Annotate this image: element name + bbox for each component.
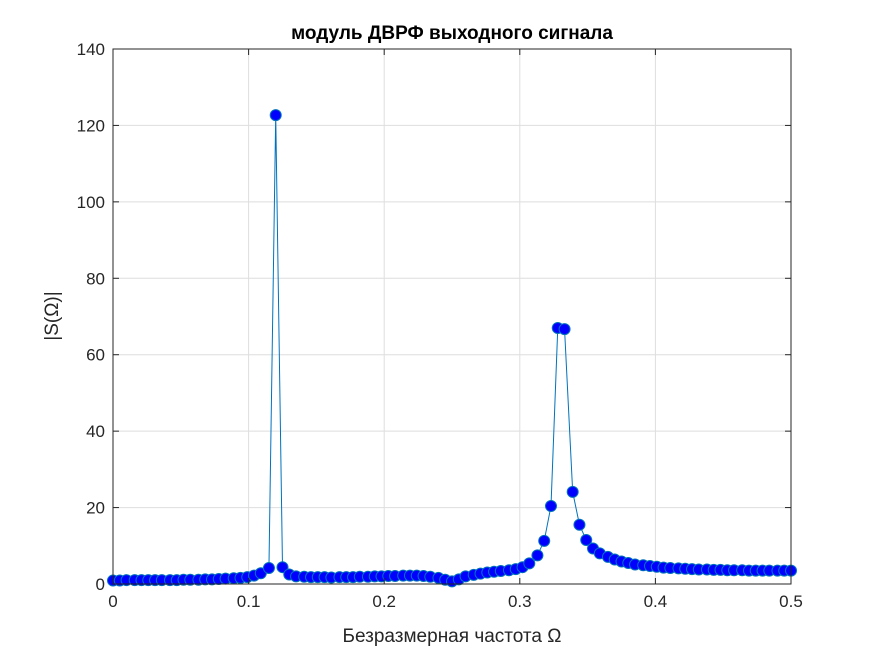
chart-title: модуль ДВРФ выходного сигнала — [291, 23, 613, 44]
data-point — [523, 557, 536, 570]
ticks: 0 0.1 0.2 0.3 0.4 0.5 0 20 40 60 80 100 120 140 — [77, 40, 803, 611]
data-point — [531, 549, 544, 562]
plot-border — [112, 48, 792, 585]
data-point — [269, 109, 282, 122]
y-tick-label: 100 — [77, 193, 105, 212]
y-tick-label: 20 — [86, 499, 105, 518]
y-tick-label: 60 — [86, 346, 105, 365]
data-point — [544, 500, 557, 513]
data-point — [580, 534, 593, 547]
y-axis-title: |S(Ω)| — [42, 291, 63, 340]
x-tick-label: 0.1 — [237, 592, 261, 611]
x-tick-label: 0 — [108, 592, 117, 611]
data-point — [566, 485, 579, 498]
x-tick-label: 0.2 — [372, 592, 396, 611]
y-tick-label: 0 — [96, 575, 105, 594]
x-tick-label: 0.3 — [508, 592, 532, 611]
x-axis-title: Безразмерная частота Ω — [343, 626, 562, 647]
data-series — [107, 109, 797, 588]
x-tick-label: 0.5 — [779, 592, 803, 611]
data-point — [573, 518, 586, 531]
data-point — [276, 561, 289, 574]
grid — [113, 49, 791, 584]
x-tick-label: 0.4 — [644, 592, 668, 611]
data-point — [538, 534, 551, 547]
plot-area — [113, 49, 791, 584]
data-point — [262, 561, 275, 574]
y-tick-label: 40 — [86, 422, 105, 441]
y-tick-label: 80 — [86, 269, 105, 288]
y-tick-label: 140 — [77, 40, 105, 59]
y-tick-label: 120 — [77, 116, 105, 135]
data-point — [558, 323, 571, 336]
